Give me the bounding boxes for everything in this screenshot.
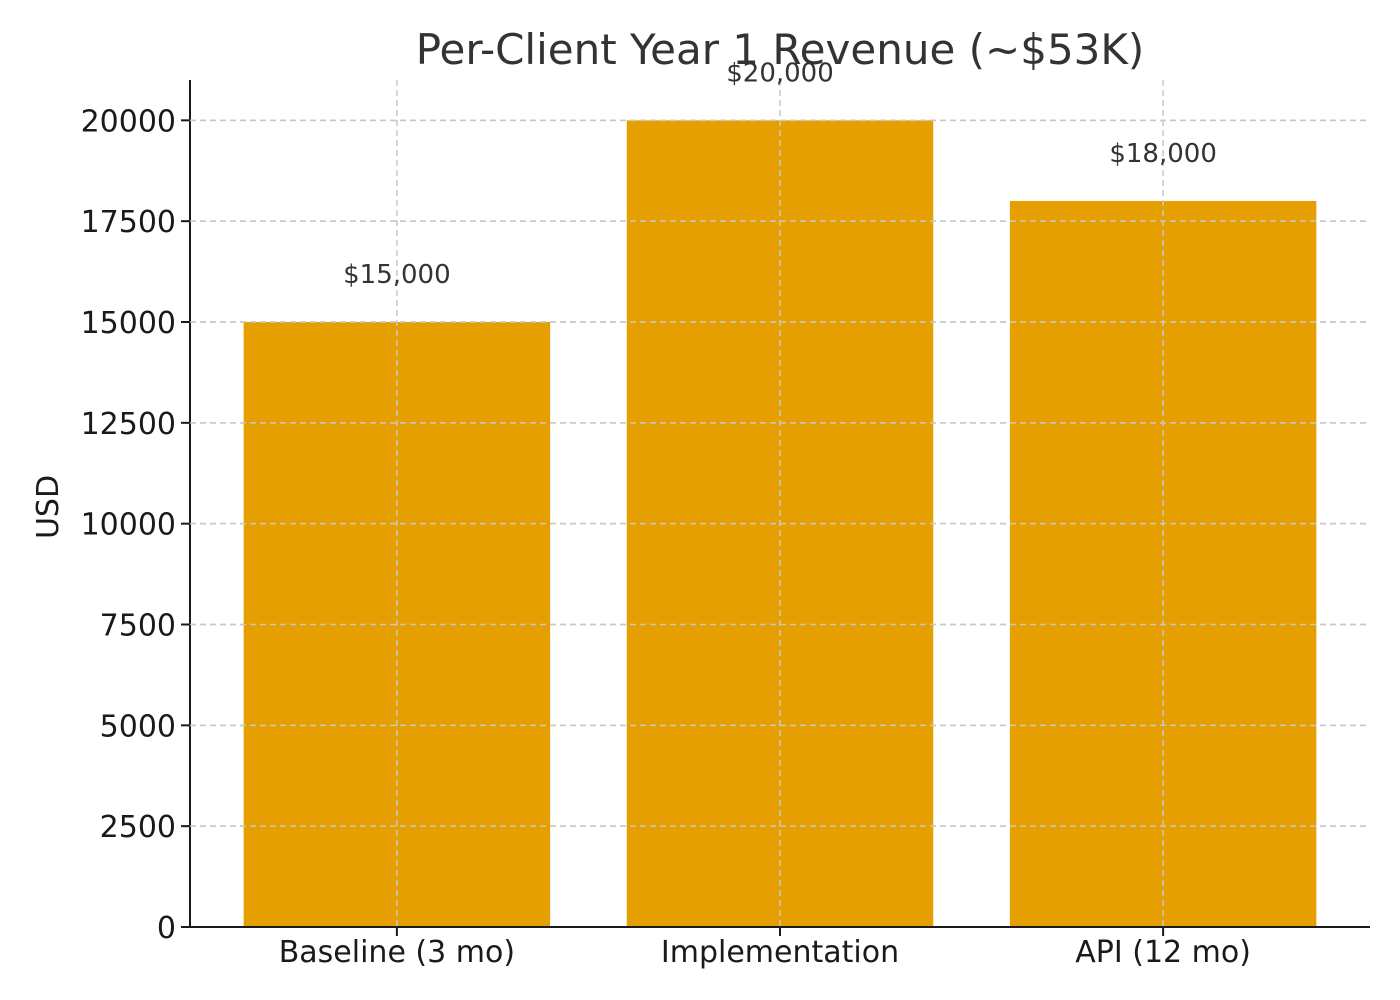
bar-value-label: $18,000: [1109, 139, 1217, 169]
y-tick-label: 10000: [81, 508, 176, 543]
y-tick-label: 17500: [81, 205, 176, 240]
x-tick-label: Implementation: [661, 935, 899, 970]
bar-value-label: $15,000: [343, 260, 451, 290]
y-tick-label: 0: [157, 911, 176, 946]
y-tick-label: 5000: [100, 709, 176, 744]
y-axis-label: USD: [31, 475, 66, 539]
x-tick-label: API (12 mo): [1075, 935, 1251, 970]
y-tick-label: 20000: [81, 104, 176, 139]
chart-title: Per-Client Year 1 Revenue (~$53K): [416, 25, 1145, 74]
y-tick-label: 12500: [81, 407, 176, 442]
y-tick-label: 7500: [100, 609, 176, 644]
y-tick-label: 2500: [100, 810, 176, 845]
y-tick-label: 15000: [81, 306, 176, 341]
x-tick-label: Baseline (3 mo): [279, 935, 515, 970]
labels-layer: $15,000 $20,000 $18,000: [190, 58, 1370, 927]
bar-value-label: $20,000: [726, 58, 834, 88]
